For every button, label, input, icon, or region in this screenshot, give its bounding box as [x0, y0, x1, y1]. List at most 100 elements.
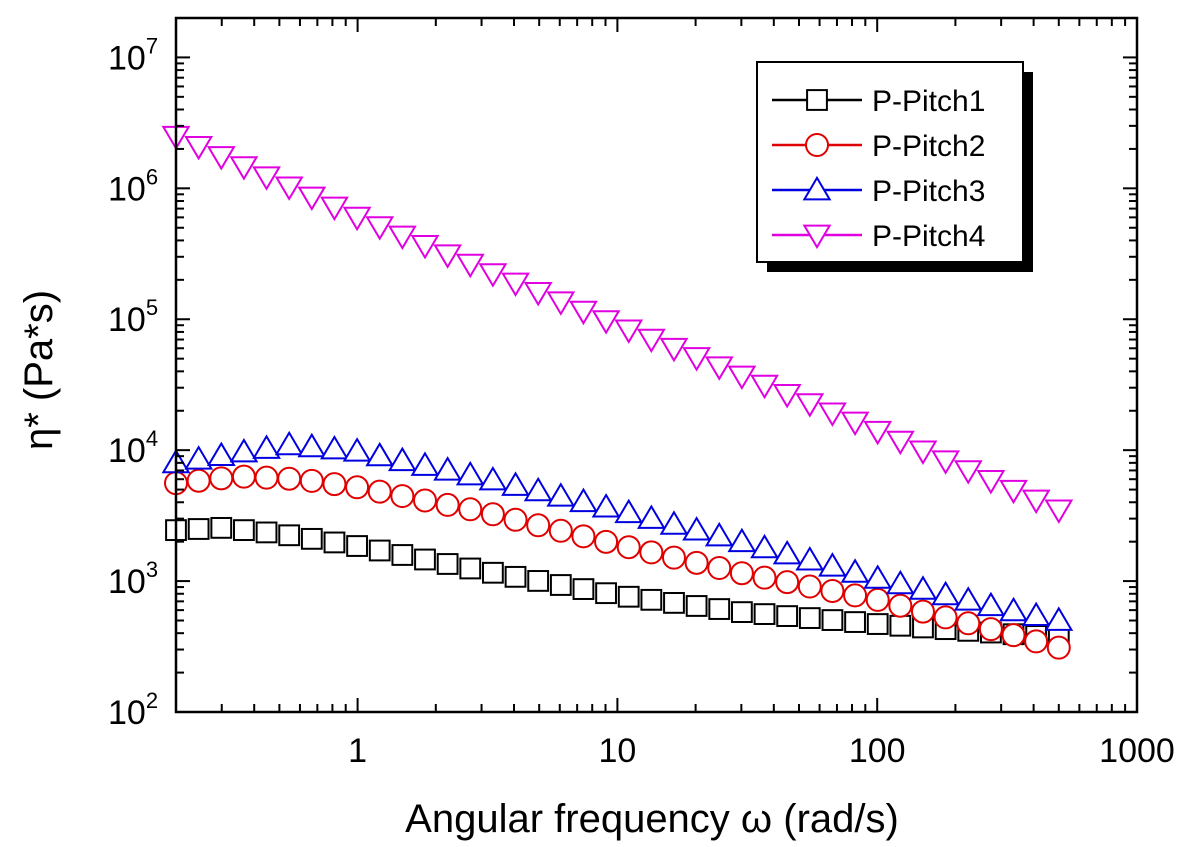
data-point	[614, 498, 644, 524]
data-point	[798, 607, 821, 629]
y-tick-mantissa: 10	[108, 170, 146, 208]
data-point	[274, 430, 304, 456]
data-point	[885, 569, 915, 595]
data-point	[572, 578, 595, 600]
data-point	[636, 504, 666, 529]
y-tick-mantissa: 10	[108, 301, 146, 339]
data-point	[1044, 606, 1074, 631]
data-point	[255, 521, 278, 544]
data-point	[591, 493, 621, 518]
data-point	[797, 574, 822, 599]
data-point	[953, 460, 983, 485]
data-point	[844, 611, 866, 633]
x-tick-label: 1000	[1099, 732, 1175, 770]
data-point	[843, 583, 868, 608]
data-point	[708, 598, 731, 620]
data-point	[480, 502, 505, 527]
data-point	[523, 476, 553, 502]
y-tick-exponent: 3	[146, 557, 158, 582]
legend-marker	[802, 224, 832, 250]
series-p-pitch2	[164, 464, 1071, 660]
data-point	[750, 533, 779, 559]
data-point	[252, 434, 281, 459]
legend-marker	[805, 133, 829, 157]
data-point	[772, 539, 802, 565]
data-point	[865, 587, 890, 612]
data-point	[682, 347, 712, 372]
legend-marker	[806, 89, 828, 111]
data-point	[410, 451, 440, 476]
data-point	[885, 430, 915, 456]
data-point	[795, 393, 825, 418]
plot-area	[161, 125, 1074, 660]
data-point	[863, 564, 893, 589]
legend-entry: P-Pitch4	[772, 220, 985, 253]
data-point	[976, 470, 1006, 495]
data-point	[818, 552, 847, 577]
data-point	[953, 586, 983, 611]
data-point	[229, 438, 259, 463]
series-p-pitch4	[161, 125, 1074, 524]
data-point	[323, 531, 346, 554]
data-point	[889, 614, 912, 637]
data-point	[368, 539, 391, 562]
data-point	[569, 487, 598, 513]
data-point	[342, 437, 372, 462]
series-p-pitch3	[161, 430, 1074, 631]
data-point	[727, 365, 757, 391]
data-point	[729, 561, 754, 586]
y-tick-exponent: 5	[146, 295, 158, 320]
data-point	[297, 186, 327, 211]
data-point	[436, 553, 459, 575]
data-point	[209, 466, 234, 491]
legend-marker	[802, 175, 832, 201]
data-point	[956, 611, 981, 636]
data-point	[526, 513, 551, 538]
data-point	[527, 570, 550, 592]
data-point	[707, 556, 732, 581]
data-point	[636, 328, 666, 354]
data-point	[501, 272, 530, 298]
y-axis-title: η* (Pa*s)	[17, 290, 61, 450]
data-point	[1001, 623, 1026, 648]
data-point	[1024, 629, 1049, 654]
data-point	[840, 411, 870, 437]
data-point	[455, 253, 485, 279]
data-point	[640, 588, 663, 611]
data-point	[908, 575, 938, 600]
data-point	[661, 545, 686, 570]
data-point	[750, 374, 779, 400]
data-point	[753, 603, 776, 625]
y-tick-mantissa: 10	[108, 39, 146, 77]
data-point	[342, 206, 372, 232]
legend-label: P-Pitch1	[872, 85, 985, 118]
data-point	[976, 591, 1006, 617]
y-tick-mantissa: 10	[108, 563, 146, 601]
data-point	[433, 456, 463, 481]
data-point	[299, 468, 324, 493]
data-point	[639, 540, 664, 565]
data-point	[206, 146, 236, 171]
data-point	[659, 510, 689, 535]
data-point	[503, 507, 528, 532]
data-point	[1021, 489, 1051, 515]
data-point	[365, 216, 395, 241]
data-point	[345, 475, 370, 500]
data-point	[274, 176, 304, 201]
data-point	[186, 468, 211, 493]
y-tick-exponent: 4	[146, 426, 158, 451]
data-point	[387, 225, 417, 251]
y-tick-label: 105	[108, 295, 158, 339]
series-p-pitch1	[165, 516, 1070, 649]
y-tick-exponent: 2	[146, 688, 158, 713]
plot-frame	[174, 16, 1139, 714]
data-point	[840, 558, 870, 583]
y-tick-exponent: 6	[146, 164, 158, 189]
data-point	[1021, 601, 1051, 627]
data-point	[776, 605, 799, 627]
y-tick-exponent: 7	[146, 33, 158, 58]
data-point	[595, 582, 617, 605]
data-point	[795, 546, 825, 571]
